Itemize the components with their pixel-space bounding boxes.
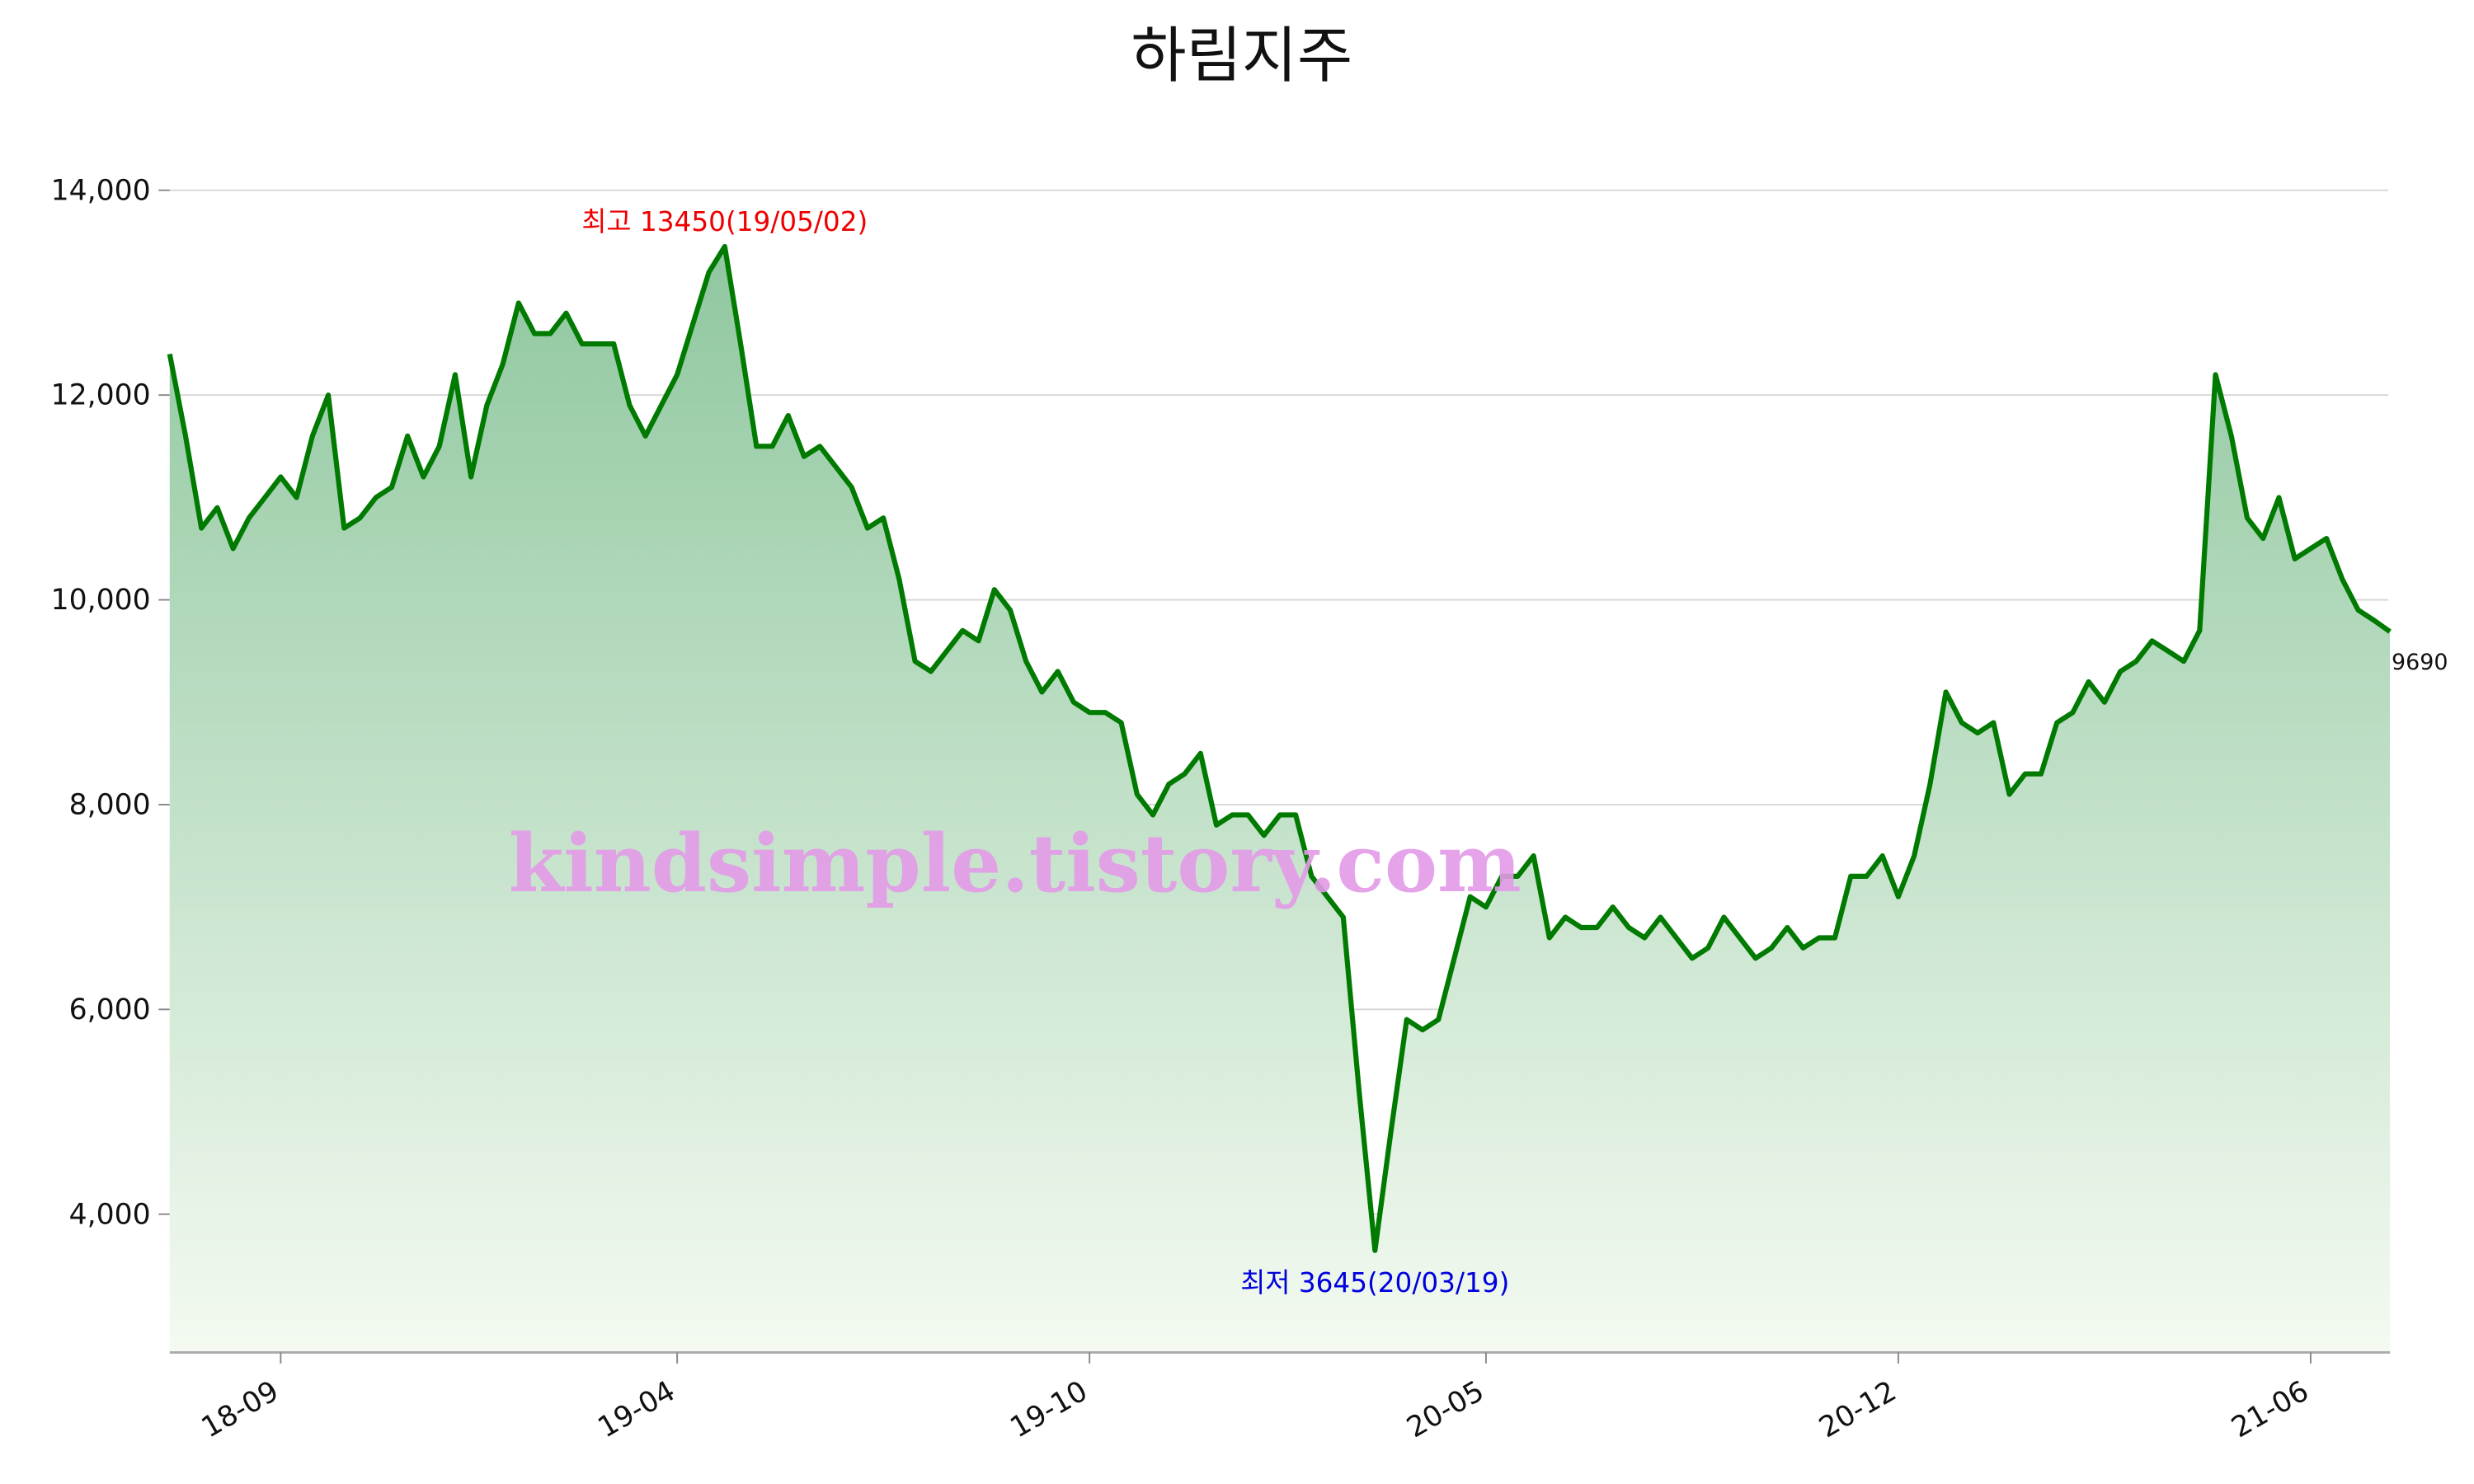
area [169,247,2391,1353]
y-tick-label: 12,000 [51,379,151,412]
chart-title: 하림지주 [1131,21,1352,91]
high-annotation: 최고 13450(19/05/02) [581,206,868,237]
x-tick-label: 20-05 [1401,1374,1489,1444]
y-tick-label: 6,000 [69,993,151,1026]
x-tick-label: 19-04 [593,1374,681,1444]
y-tick-label: 4,000 [69,1198,151,1231]
y-tick-label: 10,000 [51,584,151,617]
y-tick-label: 8,000 [69,788,151,821]
low-annotation: 최저 3645(20/03/19) [1240,1267,1509,1298]
x-tick-label: 19-10 [1005,1374,1094,1444]
line [167,243,2392,1253]
y-tick-label: 14,000 [51,174,151,207]
x-tick-label: 21-06 [2226,1374,2314,1444]
last-value-label: 9690 [2392,650,2448,675]
watermark: kindsimple.tistory.com [509,817,1522,910]
x-tick-label: 18-09 [196,1374,285,1444]
x-tick-label: 20-12 [1813,1374,1902,1444]
